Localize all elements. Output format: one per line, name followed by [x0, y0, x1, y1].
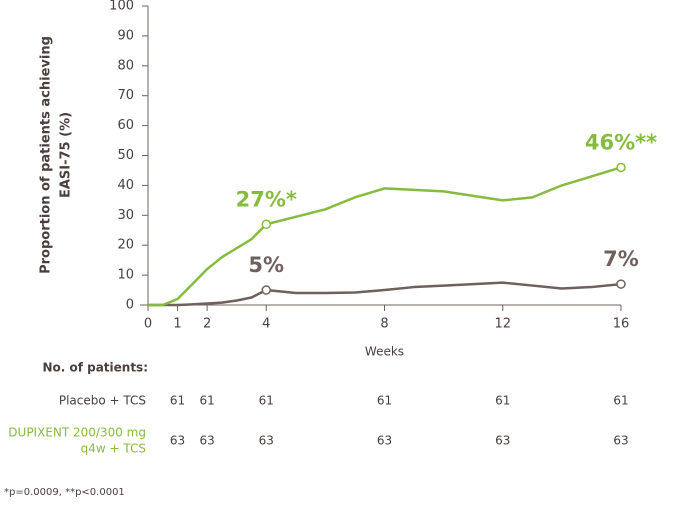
count: 61 [613, 394, 628, 408]
data-label: 27%* [236, 187, 297, 211]
series-line [148, 281, 622, 307]
x-tick-label: 8 [380, 317, 388, 332]
data-label: 7% [603, 247, 639, 271]
y-axis-label: Proportion of patients achieving [39, 36, 54, 274]
x-tick-label: 1 [173, 317, 181, 332]
row-label: DUPIXENT 200/300 mg [8, 426, 146, 440]
data-point [616, 279, 626, 289]
count: 61 [377, 394, 392, 408]
count: 63 [495, 434, 510, 448]
y-tick-label: 60 [117, 118, 134, 133]
count: 63 [170, 434, 185, 448]
x-axis-label: Weeks [365, 345, 404, 359]
data-label: 46%** [585, 130, 657, 154]
count: 61 [259, 394, 274, 408]
data-point [616, 162, 626, 173]
y-axis-label: EASI-75 (%) [59, 112, 74, 198]
count: 63 [613, 434, 628, 448]
x-tick-label: 4 [262, 317, 270, 332]
y-tick-label: 0 [126, 298, 134, 313]
row-label: Placebo + TCS [59, 394, 146, 408]
count: 63 [199, 434, 214, 448]
y-tick-label: 70 [117, 88, 134, 103]
count: 61 [199, 394, 214, 408]
y-tick-label: 40 [117, 178, 134, 193]
x-tick-label: 12 [494, 317, 511, 332]
y-tick-label: 90 [117, 28, 134, 43]
y-tick-label: 30 [117, 208, 134, 223]
count: 61 [170, 394, 185, 408]
y-tick-label: 50 [117, 148, 134, 163]
data-point [261, 219, 271, 230]
row-label: q4w + TCS [81, 442, 146, 456]
count: 63 [259, 434, 274, 448]
data-label: 5% [248, 253, 284, 277]
x-tick-label: 0 [144, 317, 152, 332]
table-title: No. of patients: [42, 361, 148, 375]
y-tick-label: 100 [109, 0, 134, 14]
y-tick-label: 20 [117, 238, 134, 253]
count: 61 [495, 394, 510, 408]
y-tick-label: 10 [117, 268, 134, 283]
series-line [148, 166, 622, 307]
x-tick-label: 16 [613, 317, 630, 332]
count: 63 [377, 434, 392, 448]
data-point [261, 285, 271, 295]
y-tick-label: 80 [117, 58, 134, 73]
x-tick-label: 2 [203, 317, 211, 332]
footnote: *p=0.0009, **p<0.0001 [4, 487, 125, 498]
